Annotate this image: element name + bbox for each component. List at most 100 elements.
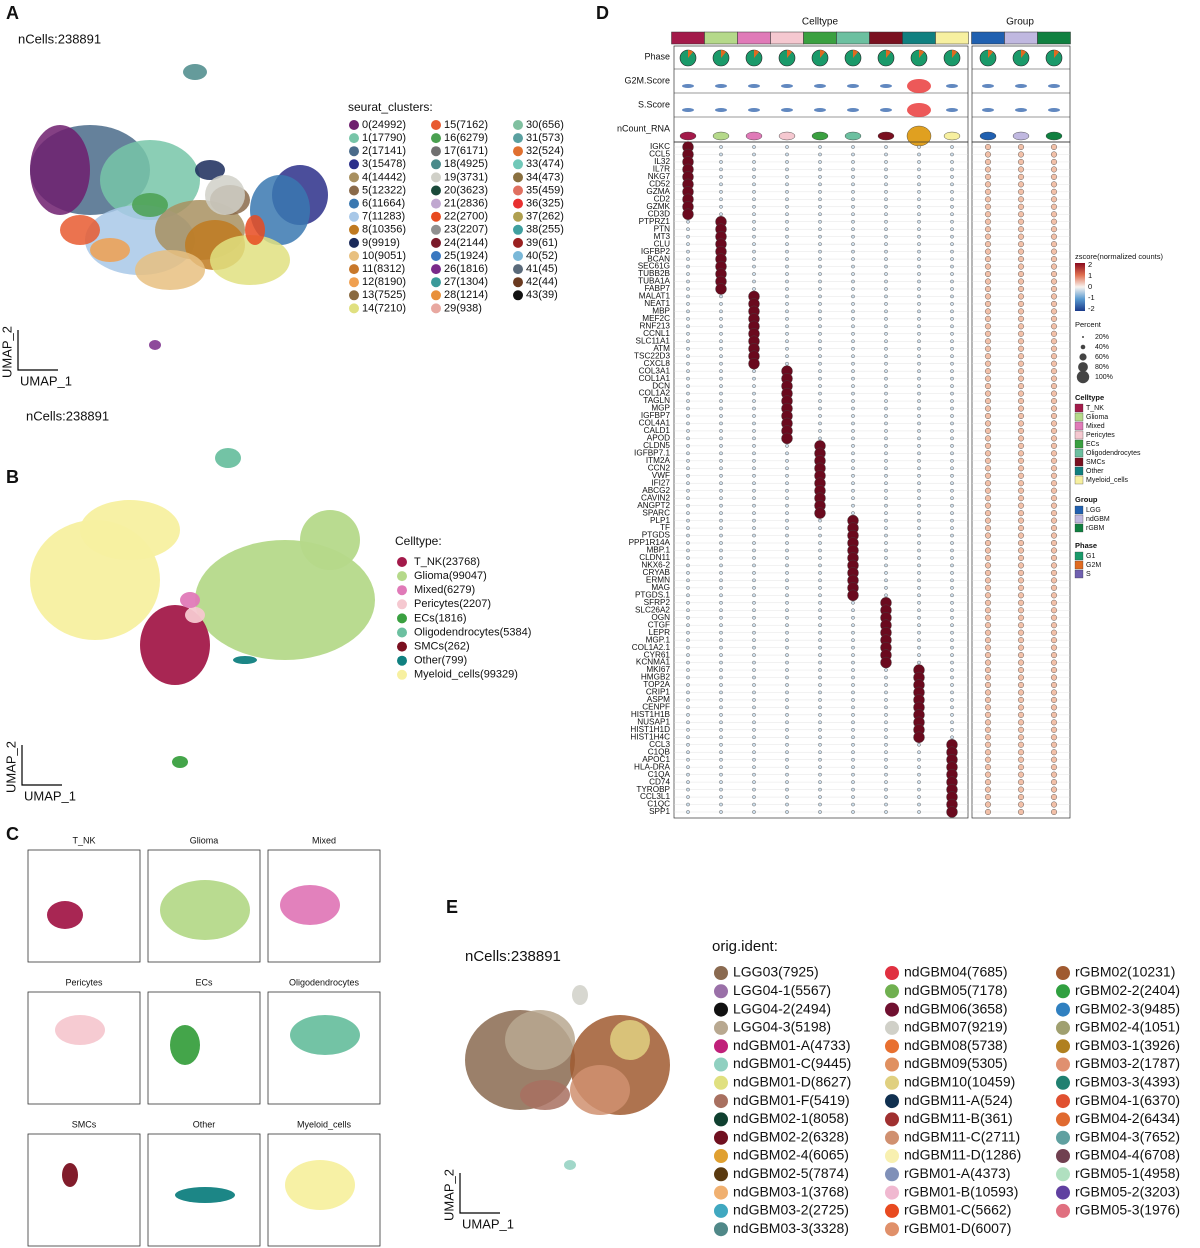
dot: [985, 801, 992, 808]
legend-swatch: [513, 211, 523, 222]
dot: [1050, 218, 1057, 225]
dot: [950, 204, 954, 209]
dot: [985, 741, 992, 748]
dot: [686, 346, 690, 351]
dot: [719, 780, 723, 784]
dot: [719, 623, 723, 628]
dot: [950, 309, 954, 314]
dot: [785, 802, 789, 807]
dot: [950, 578, 954, 583]
dot: [1018, 547, 1025, 554]
dot: [1018, 540, 1025, 547]
dot: [917, 309, 921, 314]
legend-swatch: [714, 1203, 728, 1218]
label: S.Score: [638, 99, 670, 109]
dot: [950, 272, 954, 276]
dot: [752, 548, 756, 553]
dot: [818, 810, 822, 814]
umap-cells: [233, 656, 257, 664]
label: MBP: [652, 307, 670, 316]
dot: [752, 556, 756, 560]
dot: [884, 346, 888, 351]
dot: [752, 160, 756, 164]
legend-swatch: [885, 1149, 899, 1163]
dot: [748, 357, 760, 370]
dot: [1018, 248, 1025, 255]
dot: [686, 361, 690, 366]
label: Phase: [644, 51, 670, 61]
dot: [719, 466, 723, 471]
dot: [752, 369, 756, 373]
dot: [847, 589, 859, 602]
label: rGBM01-D(6007): [904, 1220, 1011, 1236]
dot: [985, 726, 992, 733]
dot: [884, 436, 888, 441]
label: CD74: [649, 777, 670, 786]
dot: [1018, 696, 1025, 703]
label: ndGBM02-2(6328): [733, 1128, 849, 1144]
dot: [686, 302, 690, 306]
dot: [785, 645, 789, 650]
dot: [1018, 427, 1025, 434]
dot: [917, 742, 921, 747]
label: ndGBM03-1(3768): [733, 1183, 849, 1199]
dot: [719, 533, 723, 538]
dot: [752, 421, 756, 426]
label: COL1A2: [639, 389, 671, 398]
dot: [715, 283, 727, 295]
dot: [818, 608, 822, 613]
dot: [785, 264, 789, 269]
label: 20%: [1095, 334, 1109, 341]
dot: [917, 197, 921, 202]
dot: [917, 488, 921, 493]
dot: [917, 302, 921, 306]
dot: [1050, 607, 1057, 614]
dot: [917, 772, 921, 777]
legend-swatch: [397, 599, 407, 610]
dot: [917, 533, 921, 538]
dot: [917, 481, 921, 486]
dot: [686, 683, 690, 687]
dot: [818, 690, 822, 695]
dot: [950, 698, 954, 702]
dot: [950, 324, 954, 329]
label: ndGBM07(9219): [904, 1019, 1008, 1035]
dot: [686, 810, 690, 814]
dot: [1018, 726, 1025, 733]
dot: [851, 294, 855, 299]
dot: [985, 644, 992, 651]
dot: [719, 197, 723, 202]
violin: [847, 84, 859, 88]
dot: [985, 420, 992, 427]
dot: [1018, 517, 1025, 524]
legend-swatch: [431, 185, 441, 196]
dot: [851, 795, 855, 799]
legend-swatch: [1074, 412, 1084, 422]
dot: [1050, 644, 1057, 651]
dot: [1018, 375, 1025, 382]
dot: [985, 435, 992, 442]
legend-swatch: [714, 1112, 728, 1127]
phase-pie-slice: [919, 50, 924, 58]
dot: [1050, 360, 1057, 367]
legend-swatch: [431, 146, 441, 157]
label: 10(9051): [362, 250, 406, 262]
dot: [785, 720, 789, 725]
label: SPARC: [642, 508, 670, 517]
dot: [1018, 562, 1025, 569]
label: rGBM04-3(7652): [1075, 1128, 1180, 1144]
dot: [1050, 435, 1057, 442]
violin: [1045, 131, 1063, 141]
dot: [917, 780, 921, 784]
dot: [917, 436, 921, 441]
dot: [719, 518, 723, 523]
dot: [1018, 360, 1025, 367]
dot: [1050, 786, 1057, 793]
dot: [785, 533, 789, 538]
dot: [752, 713, 756, 717]
umap-cells: [245, 215, 265, 245]
dot: [917, 152, 921, 157]
dot: [686, 630, 690, 635]
dot: [1050, 764, 1057, 771]
dot: [818, 630, 822, 635]
